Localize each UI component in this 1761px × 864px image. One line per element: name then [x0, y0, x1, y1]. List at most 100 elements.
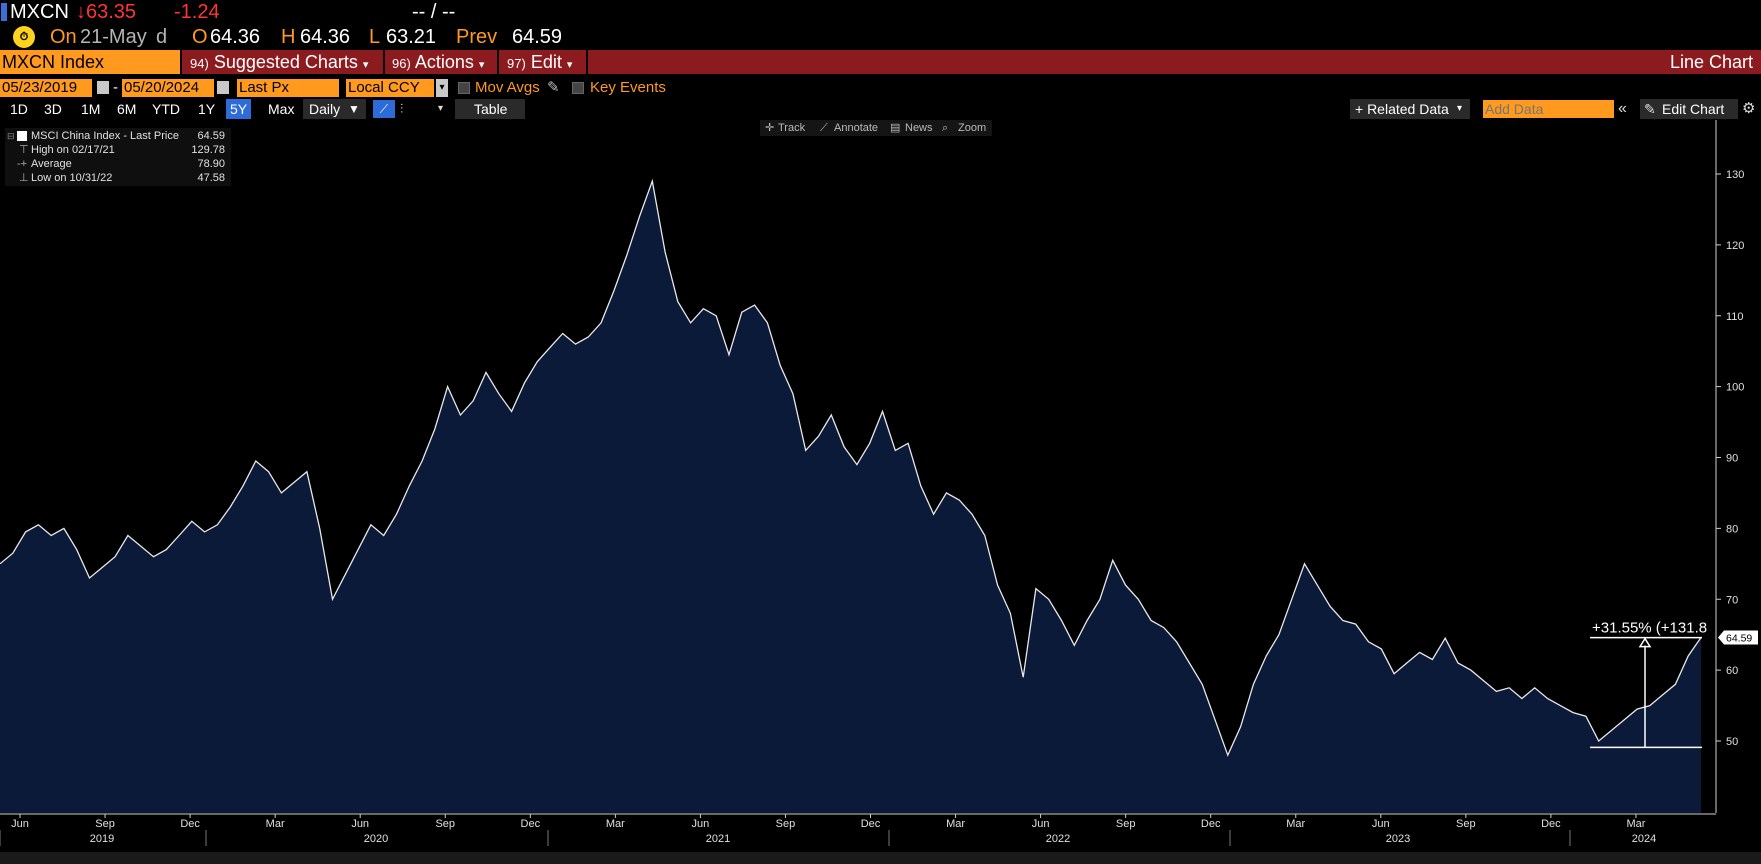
legend-low-value: 47.58 — [197, 172, 225, 184]
range-6m[interactable]: 6M — [117, 101, 137, 117]
frequency-select[interactable]: Daily ▼ — [303, 99, 366, 119]
track-tool[interactable]: Track — [778, 122, 806, 134]
legend-series-name: MSCI China Index - Last Price — [31, 130, 179, 142]
actions-label: Actions — [414, 52, 474, 72]
legend-high-value: 129.78 — [191, 144, 225, 156]
low-label: L — [369, 26, 381, 48]
suggested-charts-menu[interactable]: 94) Suggested Charts ▾ — [190, 50, 368, 74]
x-tick-label: Dec — [1201, 818, 1221, 830]
collapse-icon[interactable]: ⊟ — [7, 131, 15, 141]
y-tick-label: 90 — [1726, 453, 1738, 465]
x-tick-label: Dec — [521, 818, 541, 830]
chevron-down-icon[interactable]: ▾ — [436, 79, 448, 97]
news-tool[interactable]: News — [905, 122, 933, 134]
actions-menu[interactable]: 96) Actions ▾ — [392, 50, 484, 74]
edit-menu[interactable]: 97) Edit ▾ — [507, 50, 572, 74]
pencil-icon[interactable]: ✎ — [547, 79, 560, 96]
series-swatch — [17, 131, 27, 141]
zoom-tool[interactable]: Zoom — [958, 122, 987, 134]
table-button[interactable]: Table — [455, 99, 525, 119]
range-ytd[interactable]: YTD — [152, 101, 180, 117]
chart-tools: ✛ Track ⟋ Annotate ▤ News ⌕ Zoom — [760, 120, 992, 136]
open-value: 64.36 — [210, 26, 261, 48]
zoom-icon: ⌕ — [942, 122, 949, 134]
toolbar-divider — [497, 50, 499, 74]
key-events-label[interactable]: Key Events — [590, 79, 666, 96]
news-icon: ▤ — [890, 122, 901, 134]
legend-high-label: High on 02/17/21 — [31, 144, 115, 156]
edit-chart-button[interactable]: ✎ Edit Chart — [1640, 99, 1738, 119]
triangle-down-icon: ▼ — [348, 102, 360, 116]
price-change: -1.24 — [174, 1, 220, 23]
edit-chart-label: Edit Chart — [1662, 101, 1725, 117]
y-tick-label: 50 — [1726, 736, 1738, 748]
y-tick-label: 110 — [1726, 311, 1744, 323]
range-1d[interactable]: 1D — [10, 101, 28, 117]
x-tick-label: Dec — [1541, 818, 1561, 830]
currency-select[interactable]: Local CCY — [346, 79, 434, 97]
end-date-field[interactable]: 05/20/2024 — [122, 79, 214, 97]
range-max[interactable]: Max — [268, 101, 295, 117]
chevron-down-icon: ▾ — [478, 59, 485, 71]
clock-icon: ⏱ — [13, 26, 35, 48]
range-1y[interactable]: 1Y — [198, 101, 216, 117]
field-select[interactable]: Last Px — [237, 79, 339, 97]
x-tick-label: Sep — [435, 818, 455, 830]
on-label: On — [50, 26, 77, 48]
y-tick-label: 130 — [1726, 169, 1744, 181]
range-3d[interactable]: 3D — [44, 101, 62, 117]
ticker-symbol[interactable]: MXCN — [10, 1, 69, 23]
start-date-field[interactable]: 05/23/2019 — [0, 79, 92, 97]
calendar-icon[interactable] — [97, 81, 109, 94]
prev-value: 64.59 — [512, 26, 563, 48]
line-chart-icon[interactable]: ⟋ — [373, 100, 395, 118]
x-year-label: 2020 — [364, 833, 388, 845]
high-label: H — [281, 26, 296, 48]
bar-chart-icon[interactable]: ⫶ — [400, 101, 404, 116]
last-value-marker: 64.59 — [1718, 630, 1758, 645]
gear-icon[interactable]: ⚙ — [1742, 100, 1756, 117]
legend-low-label: Low on 10/31/22 — [31, 172, 113, 184]
chevron-down-icon: ▾ — [566, 59, 573, 71]
x-year-label: 2022 — [1046, 833, 1070, 845]
legend-series-row[interactable]: ⊟ MSCI China Index - Last Price 64.59 — [5, 129, 231, 143]
legend-low-row: ⊥ Low on 10/31/22 47.58 — [5, 171, 231, 185]
range-1m[interactable]: 1M — [81, 101, 101, 117]
mov-avgs-label[interactable]: Mov Avgs — [475, 79, 540, 96]
x-tick-label: Jun — [1372, 818, 1390, 830]
change-annotation[interactable]: +31.55% (+131.8 — [1590, 620, 1707, 749]
mov-avgs-checkbox[interactable] — [458, 82, 470, 94]
last-price: ↓63.35 — [76, 1, 137, 23]
x-axis: Jun Sep Dec Mar Jun Sep Dec Mar Jun Sep Dec Mar Jun S… — [0, 813, 1716, 846]
bid-ask: -- / -- — [412, 1, 456, 23]
legend-average-label: Average — [31, 158, 72, 170]
frequency-label: Daily — [309, 101, 341, 117]
add-data-input[interactable] — [1483, 100, 1614, 118]
high-value: 64.36 — [300, 26, 351, 48]
chart-legend: ⊟ MSCI China Index - Last Price 64.59 ⊤ … — [5, 128, 231, 186]
annotate-tool[interactable]: Annotate — [834, 122, 879, 134]
status-strip — [0, 852, 1761, 864]
chevron-down-icon: ▾ — [362, 59, 369, 71]
line-chart[interactable]: 50 60 70 80 90 100 110 120 130 Jun Sep Dec Mar Jun Se… — [0, 120, 1761, 864]
suggested-charts-num: 94) — [190, 56, 209, 71]
chevron-down-icon[interactable]: ▾ — [438, 103, 444, 114]
quote-line: MXCN ↓63.35 -1.24 -- / -- — [0, 0, 1761, 24]
calendar-icon[interactable] — [217, 81, 229, 94]
x-year-label: 2021 — [706, 833, 730, 845]
legend-average-row: -+ Average 78.90 — [5, 157, 231, 171]
low-marker-icon: ⊥ — [19, 172, 29, 184]
x-tick-label: Mar — [266, 818, 285, 830]
high-marker-icon: ⊤ — [19, 144, 29, 156]
related-data-button[interactable]: + Related Data ▾ — [1350, 99, 1470, 119]
x-tick-label: Mar — [1626, 818, 1645, 830]
actions-num: 96) — [392, 56, 411, 71]
range-5y[interactable]: 5Y — [226, 99, 252, 119]
x-tick-label: Sep — [95, 818, 115, 830]
legend-series-value: 64.59 — [197, 130, 225, 142]
collapse-icon[interactable]: « — [1618, 100, 1627, 117]
last-value-tag — [1718, 630, 1758, 645]
x-tick-label: Dec — [861, 818, 881, 830]
key-events-checkbox[interactable] — [572, 82, 584, 94]
security-field[interactable]: MXCN Index — [0, 50, 180, 74]
